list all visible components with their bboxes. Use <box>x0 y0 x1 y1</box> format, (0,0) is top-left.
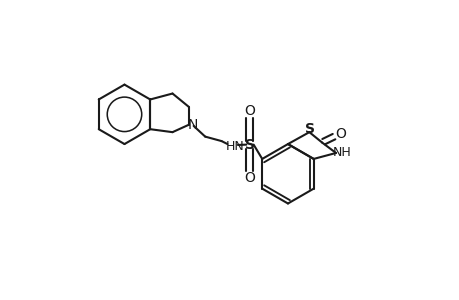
Text: O: O <box>244 171 255 185</box>
Text: N: N <box>187 118 197 132</box>
Text: HN: HN <box>225 140 244 153</box>
Text: O: O <box>244 104 255 118</box>
Text: NH: NH <box>332 146 351 159</box>
Text: S: S <box>304 122 314 136</box>
Text: S: S <box>244 138 254 152</box>
Text: O: O <box>335 127 346 141</box>
